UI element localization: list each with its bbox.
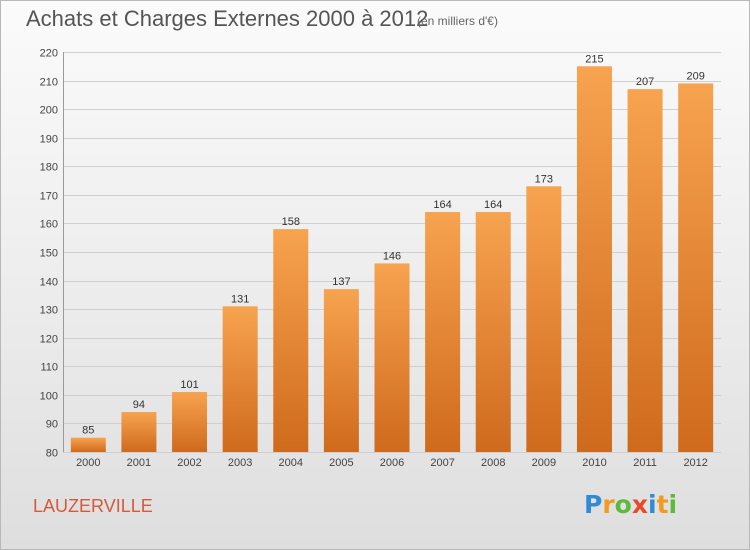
chart-subtitle: (en milliers d'€) [417,14,498,28]
x-tick-label: 2009 [532,457,556,469]
data-label-2002: 101 [180,379,198,391]
x-tick-label: 2006 [380,457,404,469]
data-label-2006: 146 [383,250,401,262]
data-label-2009: 173 [535,173,553,185]
x-tick-label: 2008 [481,457,505,469]
bar-2000 [70,437,106,452]
logo-letter: o [614,490,632,519]
data-label-2005: 137 [332,276,350,288]
bars [70,66,714,453]
y-tick-label: 150 [40,248,58,260]
data-label-2000: 85 [82,425,94,437]
y-tick-label: 80 [46,448,58,460]
x-tick-label: 2007 [430,457,454,469]
y-tick-label: 170 [40,191,58,203]
bar-2012 [678,83,714,452]
data-label-2008: 164 [484,199,502,211]
x-tick-label: 2004 [279,457,303,469]
commune-name: LAUZERVILLE [33,496,153,516]
y-tick-label: 120 [40,334,58,346]
data-label-2010: 215 [585,53,603,65]
x-tick-label: 2003 [228,457,252,469]
logo-letter: r [602,490,615,519]
labels: 8090100110120130140150160170180190200210… [40,48,708,470]
data-label-2001: 94 [133,399,145,411]
x-tick-label: 2005 [329,457,353,469]
bar-2007 [425,212,461,452]
logo-letter: i [648,490,657,519]
y-tick-label: 160 [40,219,58,231]
data-label-2012: 209 [687,70,705,82]
data-label-2011: 207 [636,76,654,88]
y-tick-label: 210 [40,77,58,89]
y-tick-label: 180 [40,162,58,174]
bar-2011 [627,89,663,453]
bar-2002 [172,392,208,452]
proxiti-logo: Proxiti [584,490,677,519]
data-label-2007: 164 [433,199,451,211]
bar-2010 [576,66,612,453]
x-tick-label: 2012 [683,457,707,469]
y-tick-label: 110 [40,362,58,374]
bar-2001 [121,412,157,452]
y-tick-label: 90 [46,419,58,431]
y-tick-label: 220 [40,48,58,60]
logo-letter: t [656,490,669,519]
x-tick-label: 2000 [76,457,100,469]
x-tick-label: 2010 [582,457,606,469]
bar-2005 [323,289,359,452]
x-tick-label: 2001 [127,457,151,469]
logo-letter: x [631,490,648,519]
bar-2006 [374,263,410,452]
y-tick-label: 200 [40,105,58,117]
data-label-2003: 131 [231,293,249,305]
logo-letter: P [584,490,603,519]
data-label-2004: 158 [282,216,300,228]
y-tick-label: 100 [40,391,58,403]
x-tick-label: 2002 [177,457,201,469]
bar-2009 [526,186,562,453]
bar-2003 [222,306,258,452]
x-tick-label: 2011 [633,457,657,469]
logo-letter: i [668,490,678,519]
y-tick-label: 140 [40,277,58,289]
chart-title: Achats et Charges Externes 2000 à 2012 [26,6,429,31]
y-tick-label: 190 [40,134,58,146]
bar-2008 [475,212,511,452]
bar-2004 [273,229,309,452]
y-tick-label: 130 [40,305,58,317]
